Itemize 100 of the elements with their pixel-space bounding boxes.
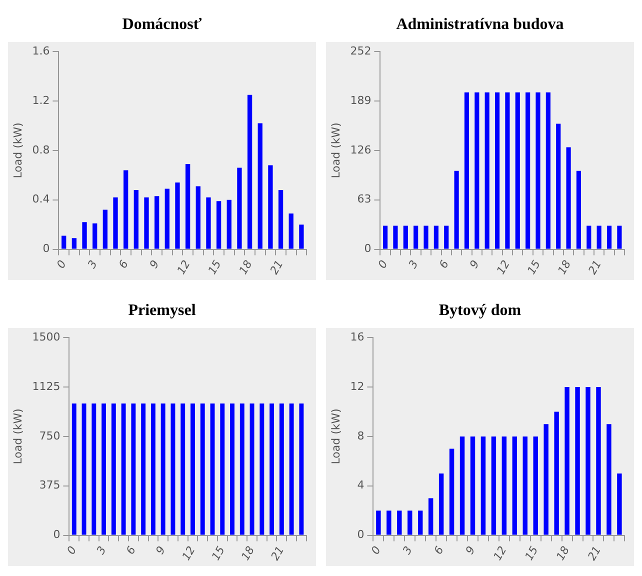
x-tick-label: 3 — [400, 544, 415, 557]
y-tick-label: 252 — [350, 44, 372, 58]
y-tick-label: 189 — [350, 94, 372, 107]
x-tick-label: 0 — [368, 544, 384, 557]
x-tick-label: 6 — [436, 258, 452, 271]
y-tick-label: 1500 — [32, 330, 60, 344]
y-tick-label: 0.4 — [32, 192, 50, 206]
bar — [424, 226, 428, 249]
y-tick-label: 1125 — [32, 380, 60, 393]
x-tick-label: 9 — [147, 258, 162, 271]
y-tick-label: 63 — [357, 192, 372, 206]
x-tick-label: 0 — [54, 258, 69, 271]
bar — [288, 213, 294, 249]
y-tick-label: 1.2 — [32, 94, 50, 107]
bar — [494, 92, 500, 249]
bar — [617, 226, 622, 249]
bar — [164, 188, 170, 249]
x-tick-label: 15 — [524, 258, 544, 277]
bar — [134, 190, 138, 249]
y-tick-label: 375 — [39, 478, 60, 492]
bar — [556, 124, 561, 249]
y-axis-title: Load (kW) — [329, 122, 342, 178]
x-tick-label: 15 — [206, 258, 224, 277]
bar — [226, 200, 232, 249]
y-tick-label: 0.8 — [32, 143, 50, 156]
bar — [512, 436, 518, 535]
y-tick-label: 8 — [357, 429, 364, 442]
bar — [403, 226, 408, 249]
y-tick-label: 126 — [350, 143, 372, 156]
x-tick-label: 9 — [467, 258, 482, 271]
bar — [216, 201, 222, 249]
bar — [428, 498, 434, 535]
chart-title: Bytový dom — [438, 301, 522, 321]
y-axis-title: Load (kW) — [329, 408, 342, 464]
bar — [124, 170, 128, 249]
x-tick-label: 18 — [236, 258, 255, 277]
x-tick-label: 18 — [238, 544, 258, 563]
bar — [596, 226, 602, 249]
bar — [576, 170, 582, 249]
y-tick-label: 0 — [357, 528, 364, 542]
bar — [434, 226, 438, 249]
y-tick-label: 0 — [364, 242, 372, 256]
bar — [544, 424, 548, 535]
bar — [566, 147, 571, 249]
y-axis-title: Load (kW) — [11, 122, 24, 178]
bar — [586, 387, 590, 535]
bar — [408, 510, 412, 535]
x-tick-label: 12 — [490, 544, 510, 563]
y-tick-label: 1.6 — [32, 44, 50, 58]
x-tick-label: 21 — [586, 258, 604, 277]
bar — [491, 436, 496, 535]
chart-title: Priemysel — [127, 301, 197, 321]
bar — [575, 387, 580, 535]
bar — [515, 92, 520, 249]
bar — [185, 164, 190, 249]
bar — [397, 510, 402, 535]
x-tick-label: 21 — [268, 258, 286, 277]
bar — [617, 474, 622, 535]
x-tick-label: 3 — [94, 544, 109, 557]
bar — [154, 196, 160, 249]
y-tick-label: 0 — [42, 242, 50, 256]
x-tick-label: 15 — [209, 544, 228, 563]
bar — [62, 236, 66, 249]
bar — [484, 92, 490, 249]
bar — [92, 223, 98, 249]
x-tick-label: 21 — [268, 544, 287, 563]
bar — [522, 436, 528, 535]
bar — [414, 226, 418, 249]
y-tick-label: 750 — [39, 429, 60, 442]
x-tick-label: 12 — [174, 258, 193, 277]
bar — [606, 424, 612, 535]
bar — [72, 238, 77, 249]
x-tick-label: 0 — [64, 544, 80, 557]
bar — [474, 92, 480, 249]
bar — [464, 92, 470, 249]
x-tick-label: 18 — [555, 258, 574, 277]
bar — [480, 436, 486, 535]
x-tick-label: 15 — [522, 544, 541, 563]
x-tick-label: 3 — [406, 258, 421, 271]
bar — [247, 94, 252, 249]
bar — [460, 436, 465, 535]
x-tick-label: 6 — [124, 544, 139, 557]
bar — [175, 182, 180, 249]
x-tick-label: 6 — [116, 258, 131, 271]
bar — [386, 510, 392, 535]
y-tick-label: 16 — [350, 330, 364, 344]
bar — [418, 510, 423, 535]
bar — [438, 474, 444, 535]
chart-title: Domácnosť — [121, 15, 203, 35]
x-tick-label: 21 — [585, 544, 604, 563]
bar — [278, 190, 284, 249]
x-tick-label: 0 — [376, 258, 390, 271]
bar — [606, 226, 612, 249]
bar — [196, 186, 200, 249]
bar — [144, 197, 149, 249]
bar — [299, 224, 304, 249]
bar — [376, 510, 381, 535]
chart-title: Administratívna budova — [395, 15, 565, 35]
bar — [237, 168, 242, 249]
y-tick-label: 0 — [53, 528, 60, 542]
